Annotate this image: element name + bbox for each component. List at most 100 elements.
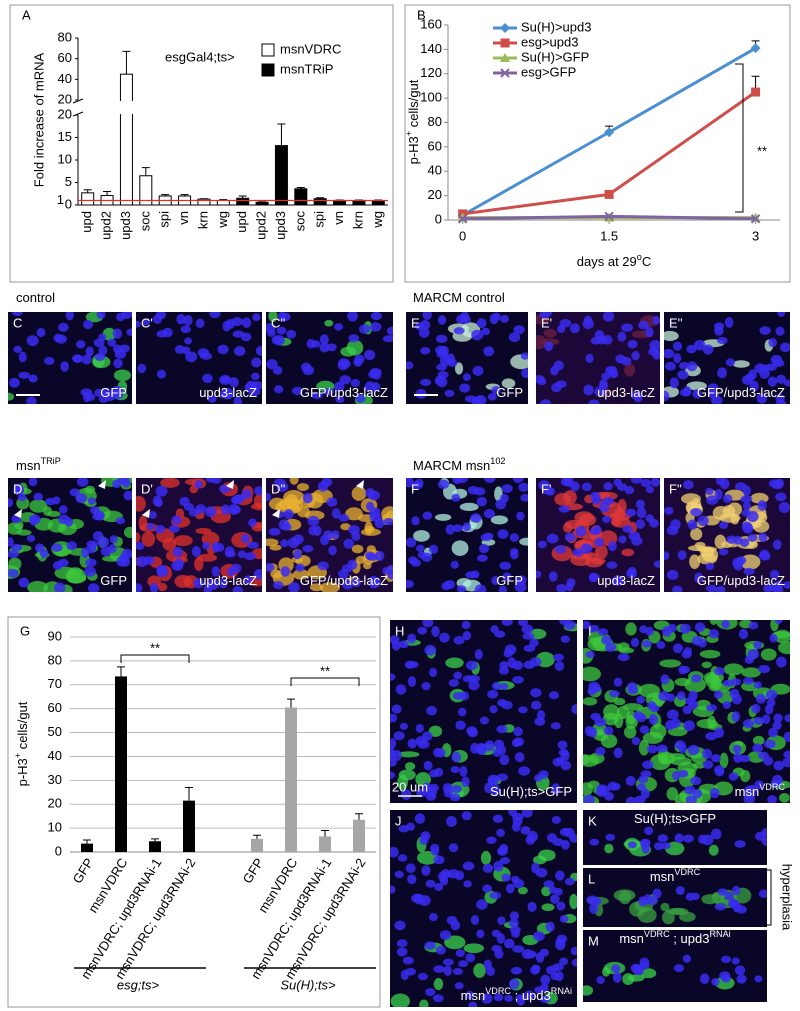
cell: [136, 495, 146, 512]
cell: [719, 752, 729, 769]
nucleus: [156, 312, 166, 320]
cell: [602, 967, 611, 977]
nucleus: [18, 371, 31, 379]
nucleus: [554, 545, 567, 554]
nucleus: [570, 946, 577, 956]
nucleus: [326, 343, 337, 352]
nucleus: [112, 328, 123, 339]
nucleus: [435, 945, 446, 955]
text-part: upd3-lacZ: [199, 573, 257, 588]
nucleus: [94, 388, 103, 397]
nucleus: [434, 375, 444, 386]
axis-break: [72, 101, 390, 114]
nucleus: [66, 541, 78, 551]
nucleus: [693, 339, 706, 351]
nucleus: [395, 684, 407, 695]
nucleus: [8, 550, 20, 559]
nucleus: [369, 367, 382, 377]
nucleus: [630, 478, 643, 484]
nucleus: [197, 348, 210, 358]
nucleus: [649, 704, 660, 713]
nucleus: [521, 624, 534, 634]
nucleus: [741, 521, 753, 532]
nucleus: [191, 546, 201, 558]
nucleus: [419, 319, 431, 331]
nucleus: [499, 857, 511, 865]
cell: [340, 346, 356, 357]
cell: [686, 381, 707, 391]
x-tick-label: vn: [331, 211, 346, 225]
cell: [621, 548, 635, 557]
bar: [352, 200, 366, 206]
nucleus: [253, 568, 262, 580]
cell: [8, 557, 22, 571]
nucleus: [710, 754, 721, 763]
nucleus: [627, 566, 637, 577]
nucleus: [783, 750, 790, 759]
nucleus: [714, 903, 727, 911]
nucleus: [341, 360, 351, 368]
text-part: msn: [650, 869, 675, 884]
nucleus: [761, 828, 767, 837]
nucleus: [483, 346, 495, 357]
nucleus: [705, 562, 714, 571]
nucleus: [783, 379, 790, 387]
text-part: upd3-lacZ: [597, 573, 655, 588]
marker: [604, 211, 614, 222]
nucleus: [399, 722, 408, 730]
nucleus: [465, 953, 476, 963]
y-tick-label: 15: [58, 129, 72, 144]
nucleus: [717, 367, 727, 379]
nucleus: [156, 564, 168, 574]
nucleus: [402, 956, 414, 965]
cell: [696, 718, 718, 729]
nucleus: [452, 524, 463, 532]
nucleus: [374, 518, 385, 529]
nucleus: [492, 312, 501, 322]
nucleus: [93, 338, 105, 348]
cell: [770, 620, 779, 632]
cell: [289, 478, 299, 485]
nucleus: [483, 509, 495, 519]
nucleus: [121, 312, 132, 320]
panel-letter: E'': [669, 315, 683, 330]
cell: [666, 787, 679, 801]
nucleus: [660, 674, 670, 685]
y-tick-label: 80: [48, 652, 62, 667]
cell: [366, 545, 376, 554]
nucleus: [653, 560, 660, 568]
nucleus: [715, 585, 726, 592]
nucleus: [425, 879, 436, 888]
nucleus: [649, 339, 660, 351]
nucleus: [108, 544, 117, 554]
nucleus: [276, 326, 287, 335]
nucleus: [772, 721, 782, 730]
text-part: upd3-lacZ: [199, 385, 257, 400]
nucleus: [428, 783, 439, 792]
nucleus: [780, 342, 790, 353]
nucleus: [740, 538, 750, 547]
nucleus: [252, 313, 261, 322]
nucleus: [447, 869, 460, 879]
micrograph: [266, 312, 393, 404]
cell: [451, 540, 469, 556]
image-label: upd3-lacZ: [199, 385, 257, 400]
nucleus: [396, 947, 408, 957]
nucleus: [583, 794, 595, 803]
y-axis-label: p-H3+ cells/gut: [404, 79, 421, 164]
micrograph: [406, 312, 528, 404]
cell: [611, 515, 622, 527]
nucleus: [639, 961, 650, 970]
nucleus: [699, 973, 710, 985]
cell: [27, 580, 49, 592]
nucleus: [450, 785, 463, 793]
nucleus: [180, 325, 191, 334]
y-tick-label: 10: [58, 151, 72, 166]
nucleus: [237, 550, 246, 558]
nucleus: [434, 883, 444, 892]
y-tick-label: 0: [435, 211, 442, 226]
nucleus: [504, 644, 517, 656]
nucleus: [554, 887, 563, 896]
nucleus: [143, 556, 155, 565]
nucleus: [271, 335, 283, 345]
